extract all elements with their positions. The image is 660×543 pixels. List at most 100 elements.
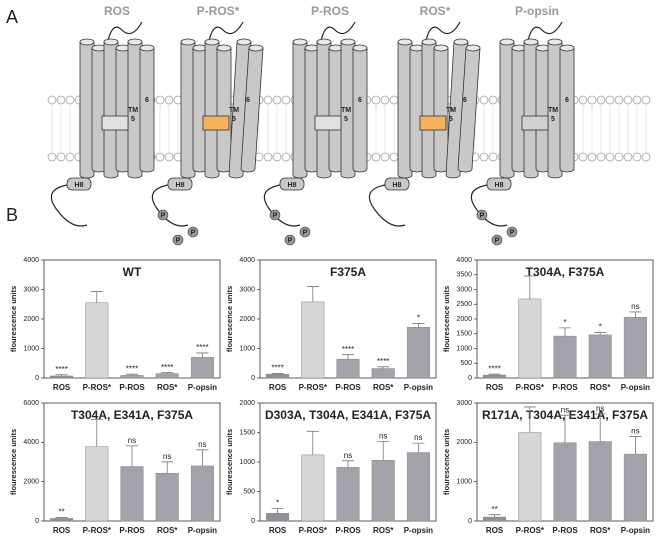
helix-8: [486, 177, 512, 191]
bar: [120, 466, 144, 522]
x-tick-label: P-ROS: [335, 383, 361, 392]
error-bar: [523, 406, 536, 433]
phosphate-label: P: [480, 212, 485, 219]
phosphate-label: P: [273, 212, 278, 219]
bar: [588, 334, 612, 379]
helix: [559, 47, 575, 173]
helix: [421, 41, 437, 179]
bar: [336, 358, 360, 379]
lipid-head: [47, 152, 57, 162]
phosphate: [284, 234, 296, 246]
helix-top: [316, 38, 332, 46]
x-tick-label: ROS: [53, 526, 71, 535]
tm-label: TM: [229, 107, 239, 114]
phosphate: [269, 209, 281, 221]
lipid-head: [155, 152, 165, 162]
lipid-head: [614, 152, 624, 162]
error-bar: [271, 373, 284, 375]
y-tick-label: 1000: [239, 345, 255, 352]
loop: [526, 21, 563, 46]
tm-label: TM: [548, 107, 558, 114]
loop: [319, 21, 356, 46]
significance: ns: [344, 451, 352, 460]
lipid-head: [272, 152, 282, 162]
lipid-head: [389, 152, 399, 162]
c-tail: [151, 184, 189, 227]
error-bar: [342, 460, 354, 468]
c-tail: [368, 184, 406, 227]
helix: [103, 41, 119, 179]
x-tick-label: ROS*: [590, 383, 611, 392]
y-tick-label: 4000: [23, 257, 39, 264]
y-tick-label: 1000: [456, 479, 472, 486]
significance: ****: [271, 364, 283, 373]
chart-title: T304A, E341A, F375A: [71, 408, 193, 422]
y-tick-label: 0: [251, 518, 255, 525]
helix-top: [433, 44, 449, 52]
helix: [397, 41, 413, 179]
helix: [352, 47, 368, 173]
lipid-head: [47, 95, 57, 105]
significance: ns: [596, 404, 604, 413]
x-tick-label: P-ROS: [119, 526, 145, 535]
helix-top: [103, 38, 119, 46]
error-bar: [559, 414, 571, 443]
significance: ****: [161, 363, 173, 372]
phosphate: [476, 209, 488, 221]
error-bar: [55, 517, 68, 519]
error-bar: [629, 311, 642, 318]
bar: [518, 298, 542, 379]
lipid-head: [263, 95, 273, 105]
y-axis-label: flourescence units: [225, 429, 234, 495]
phosphate-label: P: [510, 229, 515, 236]
lipid-head: [371, 152, 381, 162]
y-tick-label: 2500: [456, 301, 472, 308]
y-tick-label: 3000: [239, 286, 255, 293]
x-tick-label: ROS*: [373, 526, 394, 535]
x-tick-label: P-opsin: [621, 526, 650, 535]
tm-label: 5: [344, 116, 348, 123]
error-bar: [412, 323, 425, 328]
chart-title: T304A, F375A: [526, 265, 605, 279]
y-axis-label: flourescence units: [442, 286, 451, 352]
bar: [623, 453, 647, 522]
lipid-head: [65, 95, 75, 105]
helix-top: [127, 38, 143, 46]
lipid-head: [155, 95, 165, 105]
bar: [50, 375, 74, 379]
y-tick-label: 2000: [23, 316, 39, 323]
x-tick-label: P-opsin: [404, 383, 433, 392]
tm-label: 5: [551, 116, 555, 123]
lipid-head: [281, 95, 291, 105]
phosphate-label: P: [191, 229, 196, 236]
significance: ns: [561, 405, 569, 414]
bar: [155, 373, 179, 379]
significance: ****: [488, 364, 500, 373]
helix-top: [547, 38, 563, 46]
y-tick-label: 500: [243, 488, 255, 495]
x-tick-label: P-ROS*: [83, 383, 112, 392]
significance: *: [417, 314, 420, 323]
lipid-head: [479, 152, 489, 162]
error-bar: [377, 440, 390, 461]
panel-label: A: [6, 7, 18, 27]
lipid-head: [380, 152, 390, 162]
phosphate-label: P: [303, 229, 308, 236]
c-tail: [50, 184, 88, 227]
y-tick-label: 500: [460, 360, 472, 367]
error-bar: [271, 508, 284, 514]
h8-label: H8: [75, 182, 84, 189]
error-bar: [196, 449, 209, 466]
y-axis-label: flourescence units: [442, 429, 451, 495]
phosphate: [491, 234, 503, 246]
phosphate: [187, 226, 199, 238]
phosphate: [157, 209, 169, 221]
helix-top: [397, 38, 413, 46]
y-tick-label: 0: [35, 375, 39, 382]
bar: [553, 335, 577, 379]
helix: [499, 41, 515, 179]
lipid-head: [56, 95, 66, 105]
x-tick-label: P-ROS: [552, 526, 578, 535]
protein-name: P-opsin: [515, 4, 559, 18]
protein-name: P-ROS*: [197, 4, 240, 18]
